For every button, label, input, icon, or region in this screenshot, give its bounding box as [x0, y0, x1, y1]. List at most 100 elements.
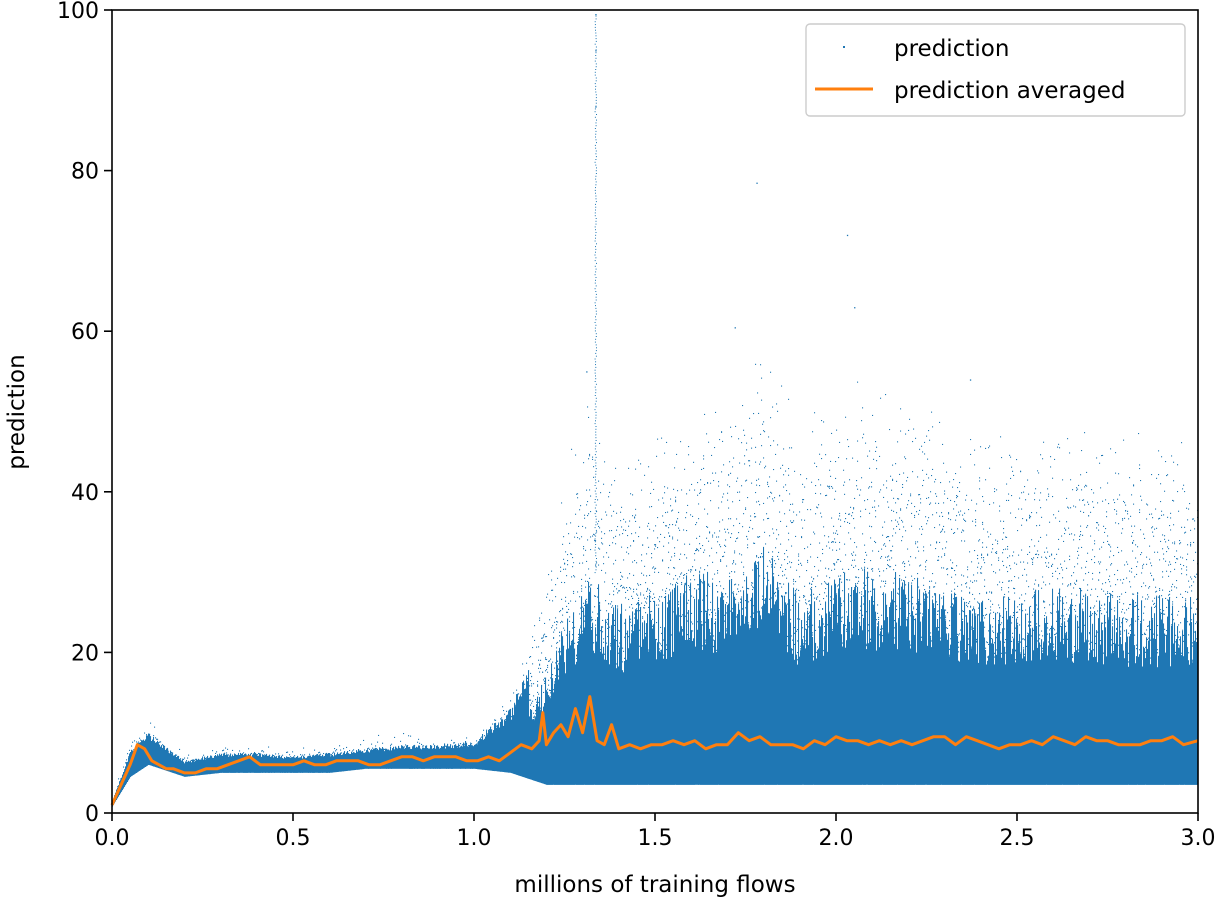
prediction-point	[770, 445, 772, 447]
prediction-column	[1049, 632, 1051, 785]
prediction-point	[902, 486, 904, 488]
prediction-point	[872, 506, 874, 508]
prediction-point	[1003, 528, 1005, 530]
prediction-point	[945, 617, 947, 619]
prediction-point	[815, 586, 817, 588]
prediction-column	[1085, 596, 1087, 785]
prediction-point	[966, 494, 968, 496]
prediction-point	[525, 688, 527, 690]
prediction-point	[946, 471, 948, 473]
prediction-point	[680, 573, 682, 575]
prediction-point	[1132, 541, 1134, 543]
prediction-point	[1169, 593, 1171, 595]
prediction-point	[1025, 593, 1027, 595]
prediction-column	[535, 717, 537, 782]
prediction-column	[1066, 631, 1068, 785]
prediction-point	[911, 502, 913, 504]
prediction-point	[1113, 652, 1115, 654]
prediction-point	[953, 532, 955, 534]
prediction-point	[703, 455, 705, 457]
prediction-point	[817, 575, 819, 577]
prediction-point	[1013, 587, 1015, 589]
prediction-point	[763, 519, 765, 521]
prediction-point	[1030, 621, 1032, 623]
prediction-point	[847, 617, 849, 619]
prediction-column	[984, 637, 986, 785]
prediction-point	[1139, 511, 1141, 513]
prediction-point	[749, 465, 751, 467]
prediction-point	[848, 446, 850, 448]
prediction-point	[1157, 551, 1159, 553]
prediction-column	[625, 618, 627, 785]
prediction-point	[561, 598, 563, 600]
prediction-point	[1077, 488, 1079, 490]
prediction-point	[484, 735, 486, 737]
prediction-column	[835, 583, 837, 785]
prediction-point	[981, 566, 983, 568]
prediction-point	[823, 421, 825, 423]
prediction-column	[1064, 621, 1066, 785]
prediction-point	[930, 632, 932, 634]
prediction-point	[539, 617, 541, 619]
prediction-point	[605, 511, 607, 513]
prediction-point	[594, 595, 596, 597]
prediction-point	[1166, 630, 1168, 632]
prediction-point	[603, 556, 605, 558]
prediction-point	[839, 548, 841, 550]
prediction-point	[1007, 619, 1009, 621]
prediction-point	[606, 642, 608, 644]
prediction-point	[777, 444, 779, 446]
prediction-point	[540, 707, 542, 709]
prediction-point	[758, 500, 760, 502]
prediction-point	[199, 759, 201, 761]
prediction-point	[872, 550, 874, 552]
prediction-column	[1077, 620, 1079, 785]
prediction-column	[890, 604, 892, 785]
prediction-point	[856, 576, 858, 578]
prediction-column	[1021, 603, 1023, 785]
prediction-column	[861, 596, 863, 785]
prediction-point	[1120, 633, 1122, 635]
prediction-point	[590, 584, 592, 586]
prediction-point	[1001, 622, 1003, 624]
prediction-point	[536, 704, 538, 706]
prediction-point	[698, 503, 700, 505]
prediction-column	[784, 596, 786, 785]
prediction-column	[192, 759, 194, 776]
prediction-point	[866, 577, 868, 579]
prediction-point	[1089, 632, 1091, 634]
prediction-point	[678, 511, 680, 513]
prediction-point	[580, 625, 582, 627]
prediction-point	[763, 421, 765, 423]
prediction-point	[594, 381, 596, 382]
prediction-point	[1000, 632, 1002, 634]
prediction-column	[156, 742, 158, 768]
prediction-point	[965, 650, 967, 652]
prediction-point	[1087, 552, 1089, 554]
prediction-point	[949, 620, 951, 622]
prediction-column	[476, 743, 478, 769]
prediction-point	[731, 436, 733, 438]
prediction-column	[569, 633, 571, 785]
prediction-point	[710, 500, 712, 502]
prediction-point	[724, 544, 726, 546]
prediction-point	[1178, 624, 1180, 626]
prediction-point	[649, 589, 651, 591]
prediction-point	[594, 341, 596, 343]
prediction-column	[776, 599, 778, 785]
prediction-point	[691, 621, 693, 623]
prediction-column	[676, 615, 678, 785]
prediction-point	[1174, 543, 1176, 545]
prediction-column	[610, 650, 612, 785]
prediction-point	[636, 593, 638, 595]
prediction-column	[1071, 599, 1073, 785]
prediction-point	[586, 601, 588, 603]
prediction-point	[675, 524, 677, 526]
prediction-column	[1054, 651, 1056, 785]
prediction-point	[1141, 572, 1143, 574]
prediction-point	[931, 580, 933, 582]
prediction-point	[582, 525, 584, 527]
prediction-point	[684, 543, 686, 545]
prediction-point	[937, 619, 939, 621]
prediction-point	[408, 735, 410, 737]
